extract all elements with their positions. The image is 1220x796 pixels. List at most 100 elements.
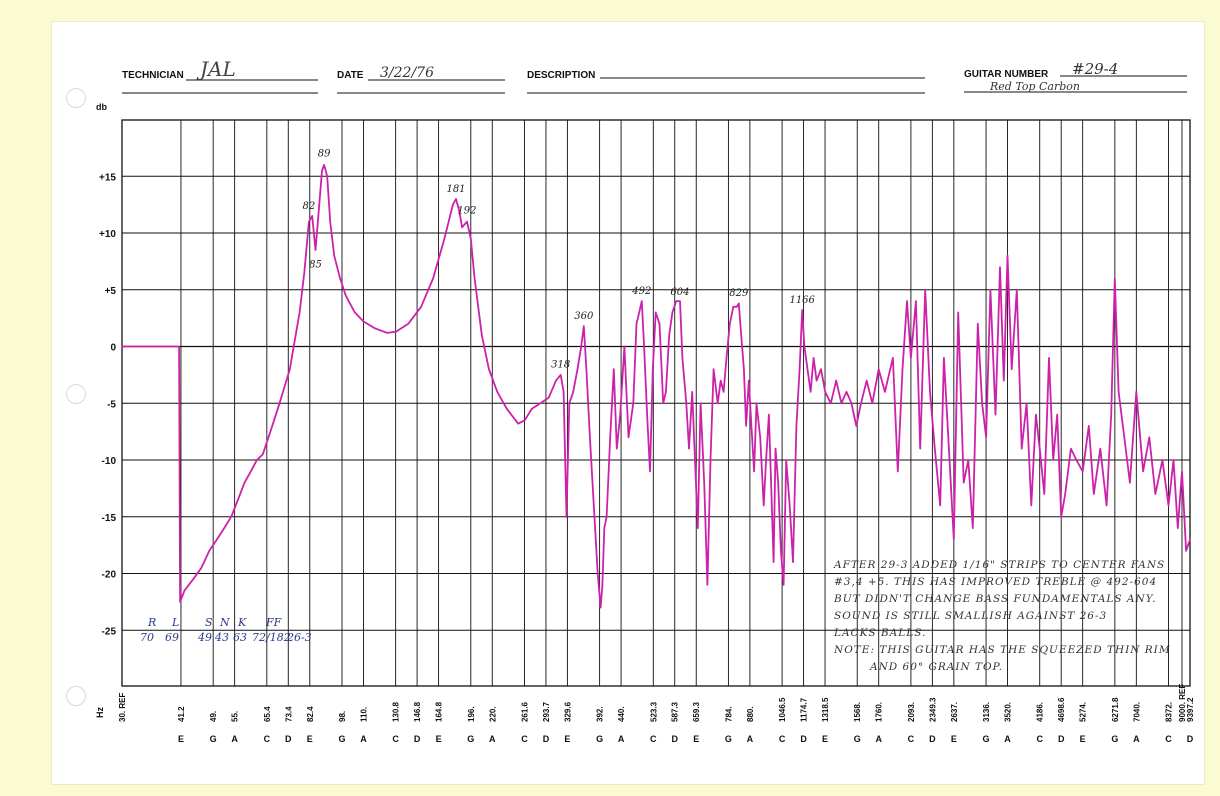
data-point — [816, 380, 818, 382]
data-point — [178, 345, 180, 348]
pen-note-label: FF — [265, 616, 282, 629]
x-tick-hz: 1318.5 — [821, 697, 830, 722]
data-point — [339, 277, 341, 279]
data-point — [773, 561, 775, 563]
data-point — [563, 391, 565, 393]
data-point — [524, 419, 526, 421]
x-tick-hz: 2349.3 — [928, 697, 937, 722]
data-point — [284, 385, 286, 387]
data-point — [627, 436, 630, 438]
x-tick-hz: 440. — [617, 706, 626, 722]
data-point — [603, 527, 605, 529]
data-point — [386, 332, 388, 334]
data-point — [470, 238, 472, 240]
data-point — [250, 470, 252, 472]
x-tick-note: C — [392, 734, 399, 744]
x-tick-hz: 49. — [209, 711, 218, 722]
data-point — [845, 391, 848, 393]
x-tick-hz: 392. — [596, 706, 605, 722]
data-point — [1154, 493, 1156, 495]
x-tick-hz: 9397.2 — [1186, 697, 1195, 722]
data-point — [1030, 504, 1032, 506]
peak-label: 82 — [302, 201, 315, 212]
data-point — [568, 402, 570, 404]
pen-note-label: R — [147, 616, 156, 629]
x-tick-note: G — [983, 734, 990, 744]
x-tick-hz: 220. — [488, 706, 497, 722]
x-tick-note: A — [1004, 734, 1011, 744]
x-tick-note: D — [285, 734, 292, 744]
data-point — [658, 323, 661, 325]
peak-label: 1166 — [789, 295, 815, 306]
x-tick-note: C — [521, 734, 528, 744]
x-tick-hz: 329.6 — [563, 701, 572, 722]
pencil-note-line: AFTER 29-3 ADDED 1/16" STRIPS TO CENTER … — [833, 559, 1165, 571]
data-point — [643, 345, 645, 348]
x-tick-note: G — [210, 734, 217, 744]
x-tick-note: G — [338, 734, 345, 744]
data-point — [871, 402, 873, 404]
data-point — [994, 414, 997, 416]
data-point — [652, 368, 654, 370]
data-point — [755, 402, 758, 404]
data-point — [548, 397, 550, 399]
punch-hole-middle — [66, 384, 86, 404]
peak-label: 89 — [318, 149, 331, 160]
data-point — [957, 311, 959, 313]
data-point — [1021, 448, 1023, 450]
form-header: TECHNICIAN JAL DATE 3/22/76 DESCRIPTION … — [122, 57, 1187, 94]
data-point — [580, 345, 582, 348]
data-point — [1114, 277, 1116, 279]
data-point — [759, 436, 761, 438]
data-point — [774, 448, 777, 450]
data-point — [713, 368, 715, 370]
data-point — [732, 306, 734, 308]
data-point — [897, 470, 899, 472]
data-point — [795, 425, 798, 427]
peak-label: 85 — [309, 260, 322, 271]
data-point — [981, 402, 983, 404]
data-point — [638, 311, 640, 313]
pen-note-value: 49 — [197, 631, 212, 644]
data-point — [915, 300, 917, 302]
data-point — [665, 391, 667, 393]
data-point — [1088, 425, 1090, 427]
data-point — [967, 459, 969, 461]
data-point — [678, 300, 680, 302]
pencil-note-line: SOUND IS STILL SMALLISH AGAINST 26-3 — [834, 610, 1107, 622]
data-point — [183, 589, 186, 592]
data-point — [947, 436, 949, 438]
data-point — [720, 380, 722, 382]
x-tick-note: E — [178, 734, 184, 744]
data-point — [934, 448, 936, 450]
data-point — [609, 436, 611, 438]
series-line — [122, 164, 1191, 609]
x-tick-hz: 98. — [338, 711, 347, 722]
x-tick-note: A — [747, 734, 754, 744]
data-point — [1043, 493, 1045, 495]
data-point — [694, 459, 696, 461]
x-tick-hz: 1046.5 — [778, 697, 787, 722]
x-tick-note: A — [1133, 734, 1140, 744]
x-tick-note: G — [854, 734, 861, 744]
data-point — [1003, 380, 1005, 382]
response-trace — [121, 164, 1191, 609]
x-tick-hz: 9000. REF — [1178, 684, 1187, 722]
data-point — [583, 325, 585, 327]
x-tick-hz: 146.8 — [413, 701, 422, 722]
data-point — [1110, 414, 1112, 416]
data-point — [725, 357, 728, 359]
data-point — [474, 277, 476, 279]
y-tick-label: 0 — [110, 343, 116, 354]
data-point — [789, 504, 791, 506]
data-point — [560, 374, 562, 376]
data-point — [1135, 391, 1137, 393]
data-point — [777, 482, 779, 484]
data-point — [496, 391, 498, 393]
data-point — [329, 221, 331, 223]
x-tick-labels: 30. REF 41.2 E 49. G 55. A 65.4 C 73.4 D 82.4 E 98. G 1… — [118, 684, 1195, 744]
x-tick-note: E — [822, 734, 828, 744]
x-tick-note: E — [436, 734, 442, 744]
data-point — [840, 402, 843, 404]
